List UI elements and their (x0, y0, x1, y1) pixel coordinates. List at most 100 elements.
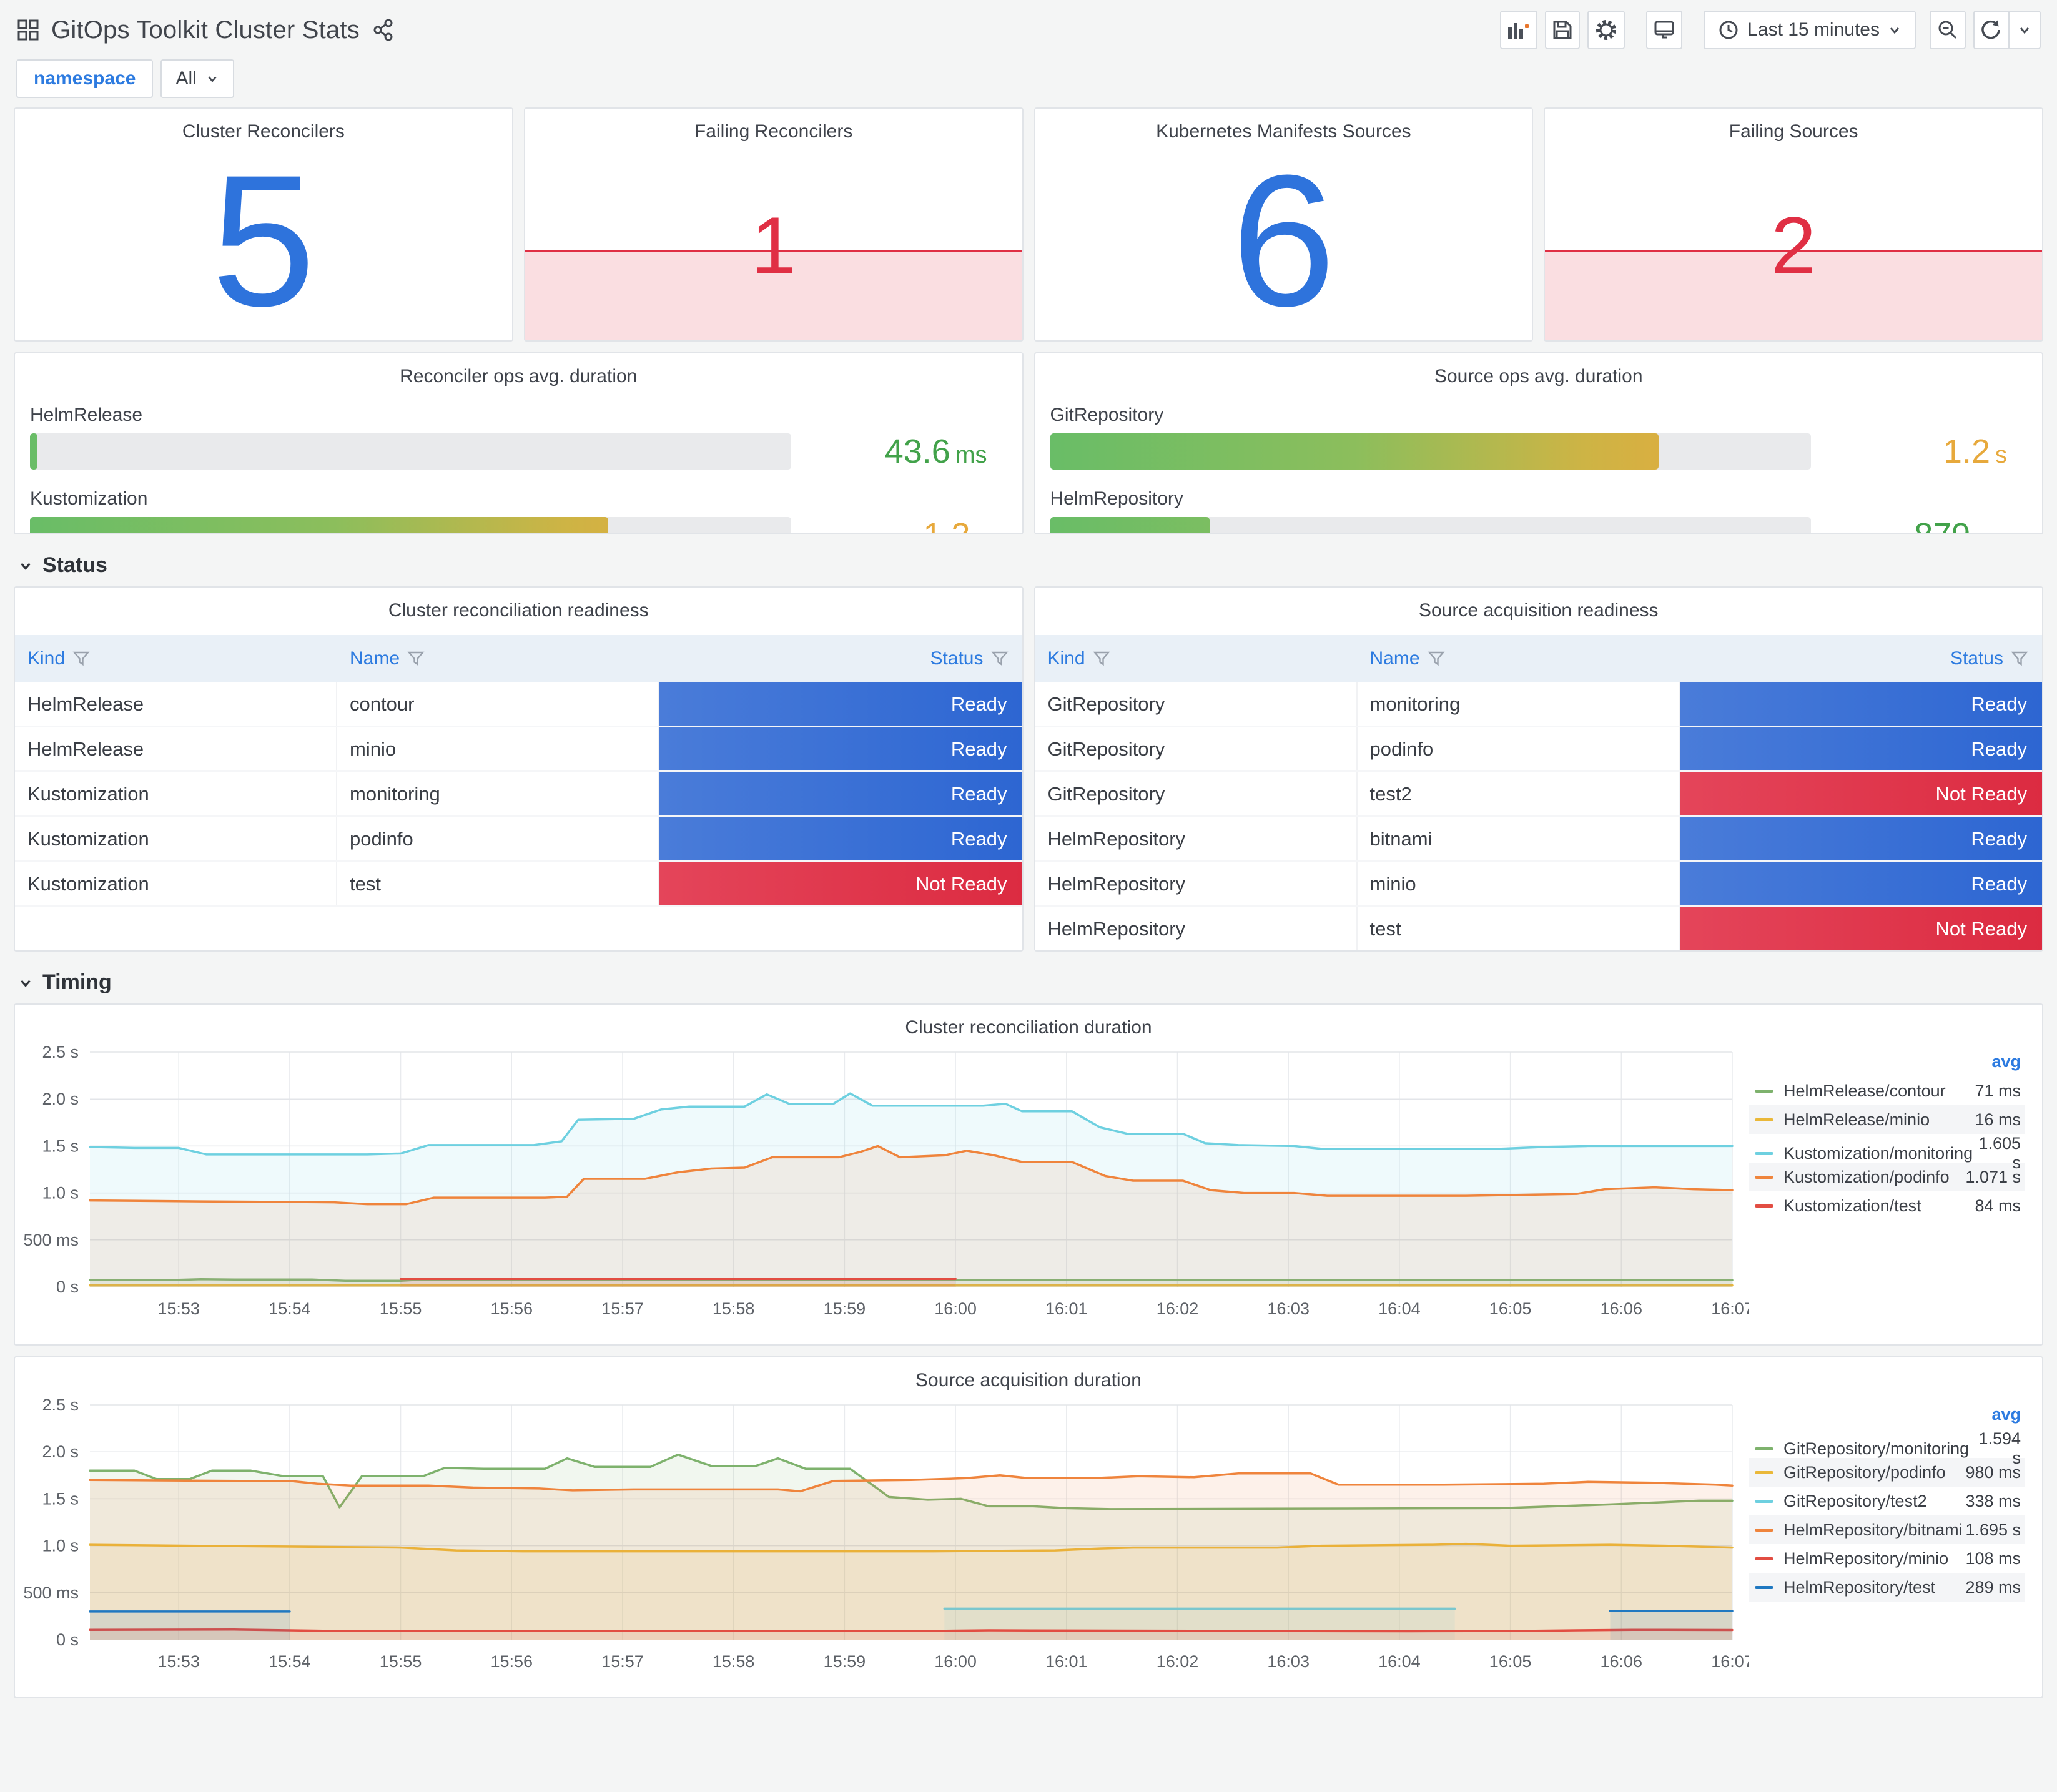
settings-button[interactable] (1587, 11, 1625, 49)
save-icon (1551, 19, 1574, 41)
table-row: HelmRepository bitnami Ready (1035, 817, 2042, 862)
status-badge: Ready (659, 727, 1022, 770)
cell-kind: Kustomization (15, 862, 337, 905)
legend-item[interactable]: Kustomization/podinfo 1.071 s (1749, 1163, 2025, 1191)
legend-item[interactable]: Kustomization/monitoring 1.605 s (1749, 1134, 2025, 1172)
legend-series-label: GitRepository/monitoring (1783, 1439, 1970, 1458)
tables-row: Cluster reconciliation readiness Kind Nam… (14, 586, 2043, 952)
column-header-status[interactable]: Status (659, 635, 1022, 682)
svg-text:2.0 s: 2.0 s (42, 1090, 79, 1108)
table-row: HelmRelease contour Ready (15, 682, 1022, 727)
cell-name: contour (337, 682, 659, 726)
legend-item[interactable]: Kustomization/test 84 ms (1749, 1191, 2025, 1220)
legend-series-avg: 1.594 s (1978, 1429, 2021, 1467)
panel-source-acquisition-duration: Source acquisition duration 0 s 500 ms 1.0… (14, 1356, 2043, 1698)
legend-item[interactable]: GitRepository/podinfo 980 ms (1749, 1458, 2025, 1487)
tv-mode-button[interactable] (1646, 11, 1683, 49)
refresh-interval-dropdown[interactable] (2008, 11, 2041, 49)
panel-reconciler-ops-duration: Reconciler ops avg. duration HelmRelease… (14, 352, 1024, 534)
legend-item[interactable]: HelmRelease/contour 71 ms (1749, 1076, 2025, 1105)
legend-series-label: HelmRepository/test (1783, 1577, 1936, 1597)
legend-series-label: GitRepository/podinfo (1783, 1462, 1946, 1482)
cell-name: test2 (1357, 772, 1680, 815)
filter-funnel-icon[interactable] (407, 650, 425, 667)
section-header-timing[interactable]: Timing (17, 970, 2041, 995)
legend-avg-header[interactable]: avg (1991, 1052, 2021, 1071)
filter-funnel-icon[interactable] (990, 650, 1009, 667)
gauge-bar-label: Kustomization (30, 488, 148, 509)
filter-funnel-icon[interactable] (1092, 650, 1110, 667)
cell-name: monitoring (1357, 682, 1680, 726)
gauge-bar-value: 879ms (1811, 516, 2030, 533)
variable-value-dropdown[interactable]: All (160, 59, 234, 98)
panel-cluster-reconciliation-duration: Cluster reconciliation duration 0 s 500 m… (14, 1003, 2043, 1346)
cell-name: test (337, 862, 659, 905)
table-row: GitRepository test2 Not Ready (1035, 772, 2042, 817)
add-panel-button[interactable] (1500, 11, 1538, 49)
svg-text:16:01: 16:01 (1045, 1652, 1088, 1671)
status-badge: Not Ready (1679, 907, 2042, 950)
legend-series-label: HelmRepository/bitnami (1783, 1520, 1963, 1539)
legend-series-marker (1755, 1118, 1773, 1121)
cell-kind: HelmRelease (15, 727, 337, 770)
filter-funnel-icon[interactable] (2011, 650, 2028, 667)
status-badge: Ready (1679, 682, 2042, 726)
legend-item[interactable]: HelmRepository/bitnami 1.695 s (1749, 1515, 2025, 1544)
bar-chart-plus-icon (1506, 19, 1531, 41)
panel-title: Cluster reconciliation duration (905, 1017, 1152, 1038)
share-icon[interactable] (371, 17, 396, 42)
cell-kind: GitRepository (1035, 772, 1358, 815)
stat-value: 6 (1231, 135, 1336, 342)
chevron-down-icon (21, 563, 31, 570)
svg-text:15:55: 15:55 (380, 1299, 422, 1318)
legend-series-marker (1755, 1175, 1773, 1179)
filter-funnel-icon[interactable] (72, 650, 90, 667)
table-row: GitRepository monitoring Ready (1035, 682, 2042, 727)
table-row: Kustomization test Not Ready (15, 862, 1022, 907)
legend-series-marker (1755, 1447, 1773, 1450)
gauge-bar-label: HelmRelease (30, 405, 143, 425)
table-row: HelmRelease minio Ready (15, 727, 1022, 772)
svg-text:16:06: 16:06 (1601, 1652, 1643, 1671)
zoom-out-button[interactable] (1930, 11, 1966, 49)
gauge-bar-track (1050, 433, 1811, 470)
column-header-kind[interactable]: Kind (1035, 635, 1358, 682)
gauge-bar-track (1050, 517, 1811, 533)
legend-item[interactable]: HelmRelease/minio 16 ms (1749, 1105, 2025, 1134)
svg-text:1.0 s: 1.0 s (42, 1184, 79, 1203)
dashboard-header: GitOps Toolkit Cluster Stats (0, 0, 2057, 54)
legend-series-marker (1755, 1204, 1773, 1208)
legend-series-avg: 108 ms (1965, 1548, 2021, 1568)
column-header-kind[interactable]: Kind (15, 635, 337, 682)
legend-series-label: Kustomization/podinfo (1783, 1167, 1950, 1186)
column-header-name[interactable]: Name (337, 635, 659, 682)
legend-series-avg: 1.605 s (1978, 1134, 2021, 1172)
time-picker[interactable]: Last 15 minutes (1704, 11, 1916, 49)
cell-name: test (1357, 907, 1680, 950)
legend-item[interactable]: GitRepository/test2 338 ms (1749, 1487, 2025, 1515)
legend-item[interactable]: HelmRepository/test 289 ms (1749, 1573, 2025, 1602)
save-button[interactable] (1545, 11, 1581, 49)
legend-item[interactable]: HelmRepository/minio 108 ms (1749, 1544, 2025, 1573)
dashboard-grid-icon[interactable] (16, 18, 40, 42)
table-row: HelmRepository test Not Ready (1035, 907, 2042, 950)
section-header-status[interactable]: Status (17, 553, 2041, 578)
legend-series-marker (1755, 1470, 1773, 1474)
legend-series-label: HelmRelease/minio (1783, 1110, 1930, 1129)
refresh-icon (1980, 18, 2003, 42)
gauge-bar-value: 1.3s (791, 516, 1010, 533)
column-header-status[interactable]: Status (1680, 635, 2043, 682)
svg-text:15:53: 15:53 (157, 1299, 200, 1318)
status-badge: Not Ready (659, 862, 1022, 905)
gauge-bar: Kustomization 1.3s (27, 488, 1010, 533)
monitor-icon (1652, 18, 1676, 42)
legend-avg-header[interactable]: avg (1991, 1405, 2021, 1424)
chevron-down-icon (208, 76, 217, 82)
filter-funnel-icon[interactable] (1427, 650, 1445, 667)
status-badge: Ready (1679, 727, 2042, 770)
legend-item[interactable]: GitRepository/monitoring 1.594 s (1749, 1429, 2025, 1467)
status-badge: Ready (1679, 862, 2042, 905)
gauge-bar: HelmRelease 43.6 ms (27, 405, 1010, 471)
refresh-button[interactable] (1973, 11, 2010, 49)
column-header-name[interactable]: Name (1358, 635, 1680, 682)
